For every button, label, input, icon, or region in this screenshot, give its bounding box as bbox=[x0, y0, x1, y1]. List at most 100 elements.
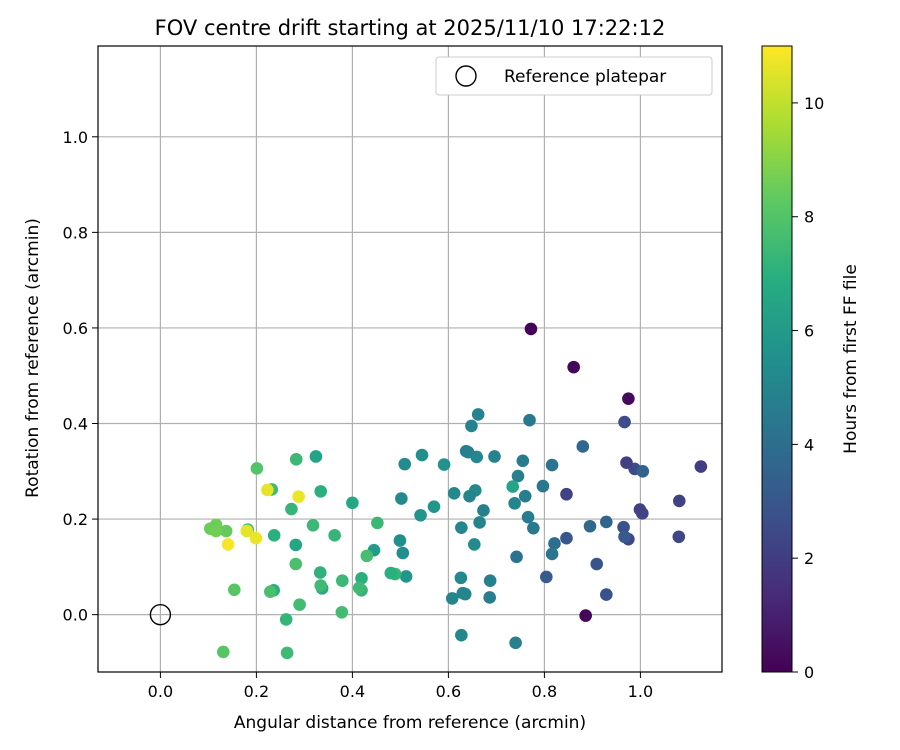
scatter-point bbox=[309, 450, 323, 463]
scatter-point bbox=[414, 508, 427, 522]
scatter-point bbox=[289, 453, 303, 466]
scatter-point bbox=[455, 521, 468, 534]
scatter-point bbox=[445, 592, 459, 605]
x-axis-label: Angular distance from reference (arcmin) bbox=[234, 713, 586, 733]
scatter-point bbox=[579, 609, 592, 622]
scatter-point bbox=[672, 530, 686, 544]
scatter-point bbox=[306, 518, 320, 532]
colorbar-tick-label: 2 bbox=[804, 549, 814, 568]
scatter-point bbox=[371, 516, 384, 530]
colorbar-tick-label: 10 bbox=[804, 94, 824, 113]
scatter-point bbox=[527, 521, 540, 535]
scatter-point bbox=[560, 487, 573, 501]
x-tick-label: 0.8 bbox=[532, 682, 557, 701]
reference-platepar-marker bbox=[149, 603, 172, 626]
scatter-point bbox=[399, 570, 413, 583]
scatter-point bbox=[524, 322, 538, 336]
x-ticks: 0.0 0.2 0.4 0.6 0.8 1.0 bbox=[148, 672, 653, 701]
scatter-point bbox=[600, 515, 613, 529]
legend-entry-reference: Reference platepar bbox=[504, 67, 666, 87]
scatter-point bbox=[384, 566, 398, 580]
scatter-point bbox=[395, 492, 408, 505]
scatter-point bbox=[620, 456, 633, 469]
scatter-point bbox=[313, 566, 327, 579]
scatter-point bbox=[463, 489, 476, 503]
colorbar-tick-label: 4 bbox=[804, 435, 814, 454]
scatter-point bbox=[209, 524, 223, 538]
scatter-point bbox=[600, 588, 613, 601]
x-tick-label: 0.0 bbox=[148, 682, 173, 701]
scatter-point bbox=[360, 549, 374, 563]
plot-frame bbox=[97, 45, 723, 673]
scatter-point bbox=[477, 504, 490, 517]
scatter-point bbox=[314, 485, 328, 498]
scatter-point bbox=[636, 464, 650, 478]
y-ticks: 0.0 0.2 0.4 0.6 0.8 1.0 bbox=[63, 128, 98, 625]
scatter-point bbox=[622, 392, 635, 405]
scatter-point bbox=[617, 520, 630, 534]
scatter-point bbox=[352, 581, 366, 595]
scatter-point bbox=[355, 572, 368, 585]
scatter-point bbox=[473, 516, 486, 529]
scatter-point bbox=[576, 440, 590, 453]
scatter-point bbox=[346, 496, 359, 510]
scatter-point bbox=[279, 613, 293, 626]
scatter-point bbox=[396, 546, 410, 560]
scatter-point bbox=[465, 419, 478, 433]
scatter-point bbox=[219, 524, 233, 538]
scatter-point bbox=[415, 448, 429, 462]
scatter-point bbox=[240, 524, 254, 538]
colorbar-tick-label: 6 bbox=[804, 322, 814, 341]
scatter-point bbox=[590, 557, 604, 571]
scatter-point bbox=[221, 538, 235, 551]
x-tick-label: 1.0 bbox=[628, 682, 653, 701]
scatter-point bbox=[618, 415, 631, 429]
y-tick-label: 0.4 bbox=[63, 415, 88, 434]
y-axis-label: Rotation from reference (arcmin) bbox=[23, 218, 43, 498]
scatter-point bbox=[618, 530, 631, 544]
colorbar-ticks: 0 2 4 6 8 10 bbox=[792, 94, 824, 682]
scatter-point bbox=[583, 519, 597, 533]
colorbar: 0 2 4 6 8 10 Hours from first FF file bbox=[761, 45, 861, 682]
scatter-point bbox=[548, 537, 561, 550]
scatter-point bbox=[521, 510, 535, 524]
scatter-point bbox=[633, 503, 647, 516]
y-tick-label: 1.0 bbox=[63, 128, 88, 147]
scatter-point bbox=[264, 585, 277, 599]
scatter-point bbox=[437, 458, 451, 471]
scatter-point bbox=[328, 529, 341, 542]
scatter-point bbox=[483, 591, 496, 604]
scatter-point bbox=[335, 605, 349, 619]
scatter-point bbox=[506, 480, 520, 493]
scatter-point bbox=[471, 408, 485, 421]
grid bbox=[98, 46, 722, 672]
scatter-point bbox=[545, 547, 559, 561]
scatter-point bbox=[483, 574, 497, 588]
scatter-point bbox=[285, 502, 298, 516]
scatter-point bbox=[508, 497, 521, 510]
scatter-point bbox=[672, 494, 686, 508]
x-tick-label: 0.4 bbox=[340, 682, 365, 701]
scatter-point bbox=[488, 450, 501, 463]
scatter-point bbox=[250, 462, 264, 475]
y-tick-label: 0.2 bbox=[63, 510, 88, 529]
x-tick-label: 0.6 bbox=[436, 682, 461, 701]
scatter-point bbox=[468, 538, 481, 551]
colorbar-tick-label: 0 bbox=[804, 663, 814, 682]
scatter-point bbox=[228, 583, 241, 597]
scatter-point bbox=[447, 486, 461, 500]
scatter-point bbox=[314, 579, 328, 592]
scatter-point bbox=[261, 483, 274, 497]
scatter-point bbox=[536, 479, 550, 493]
scatter-point bbox=[216, 645, 230, 659]
colorbar-tick-label: 8 bbox=[804, 208, 814, 227]
legend-marker-icon bbox=[455, 65, 477, 87]
scatter-point bbox=[293, 598, 306, 611]
chart-title: FOV centre drift starting at 2025/11/10 … bbox=[155, 16, 666, 40]
scatter-point bbox=[516, 454, 530, 468]
scatter-point bbox=[510, 550, 523, 564]
scatter-point bbox=[454, 571, 468, 585]
legend: Reference platepar bbox=[435, 56, 713, 96]
scatter-point bbox=[694, 460, 708, 473]
scatter-point bbox=[393, 534, 407, 547]
